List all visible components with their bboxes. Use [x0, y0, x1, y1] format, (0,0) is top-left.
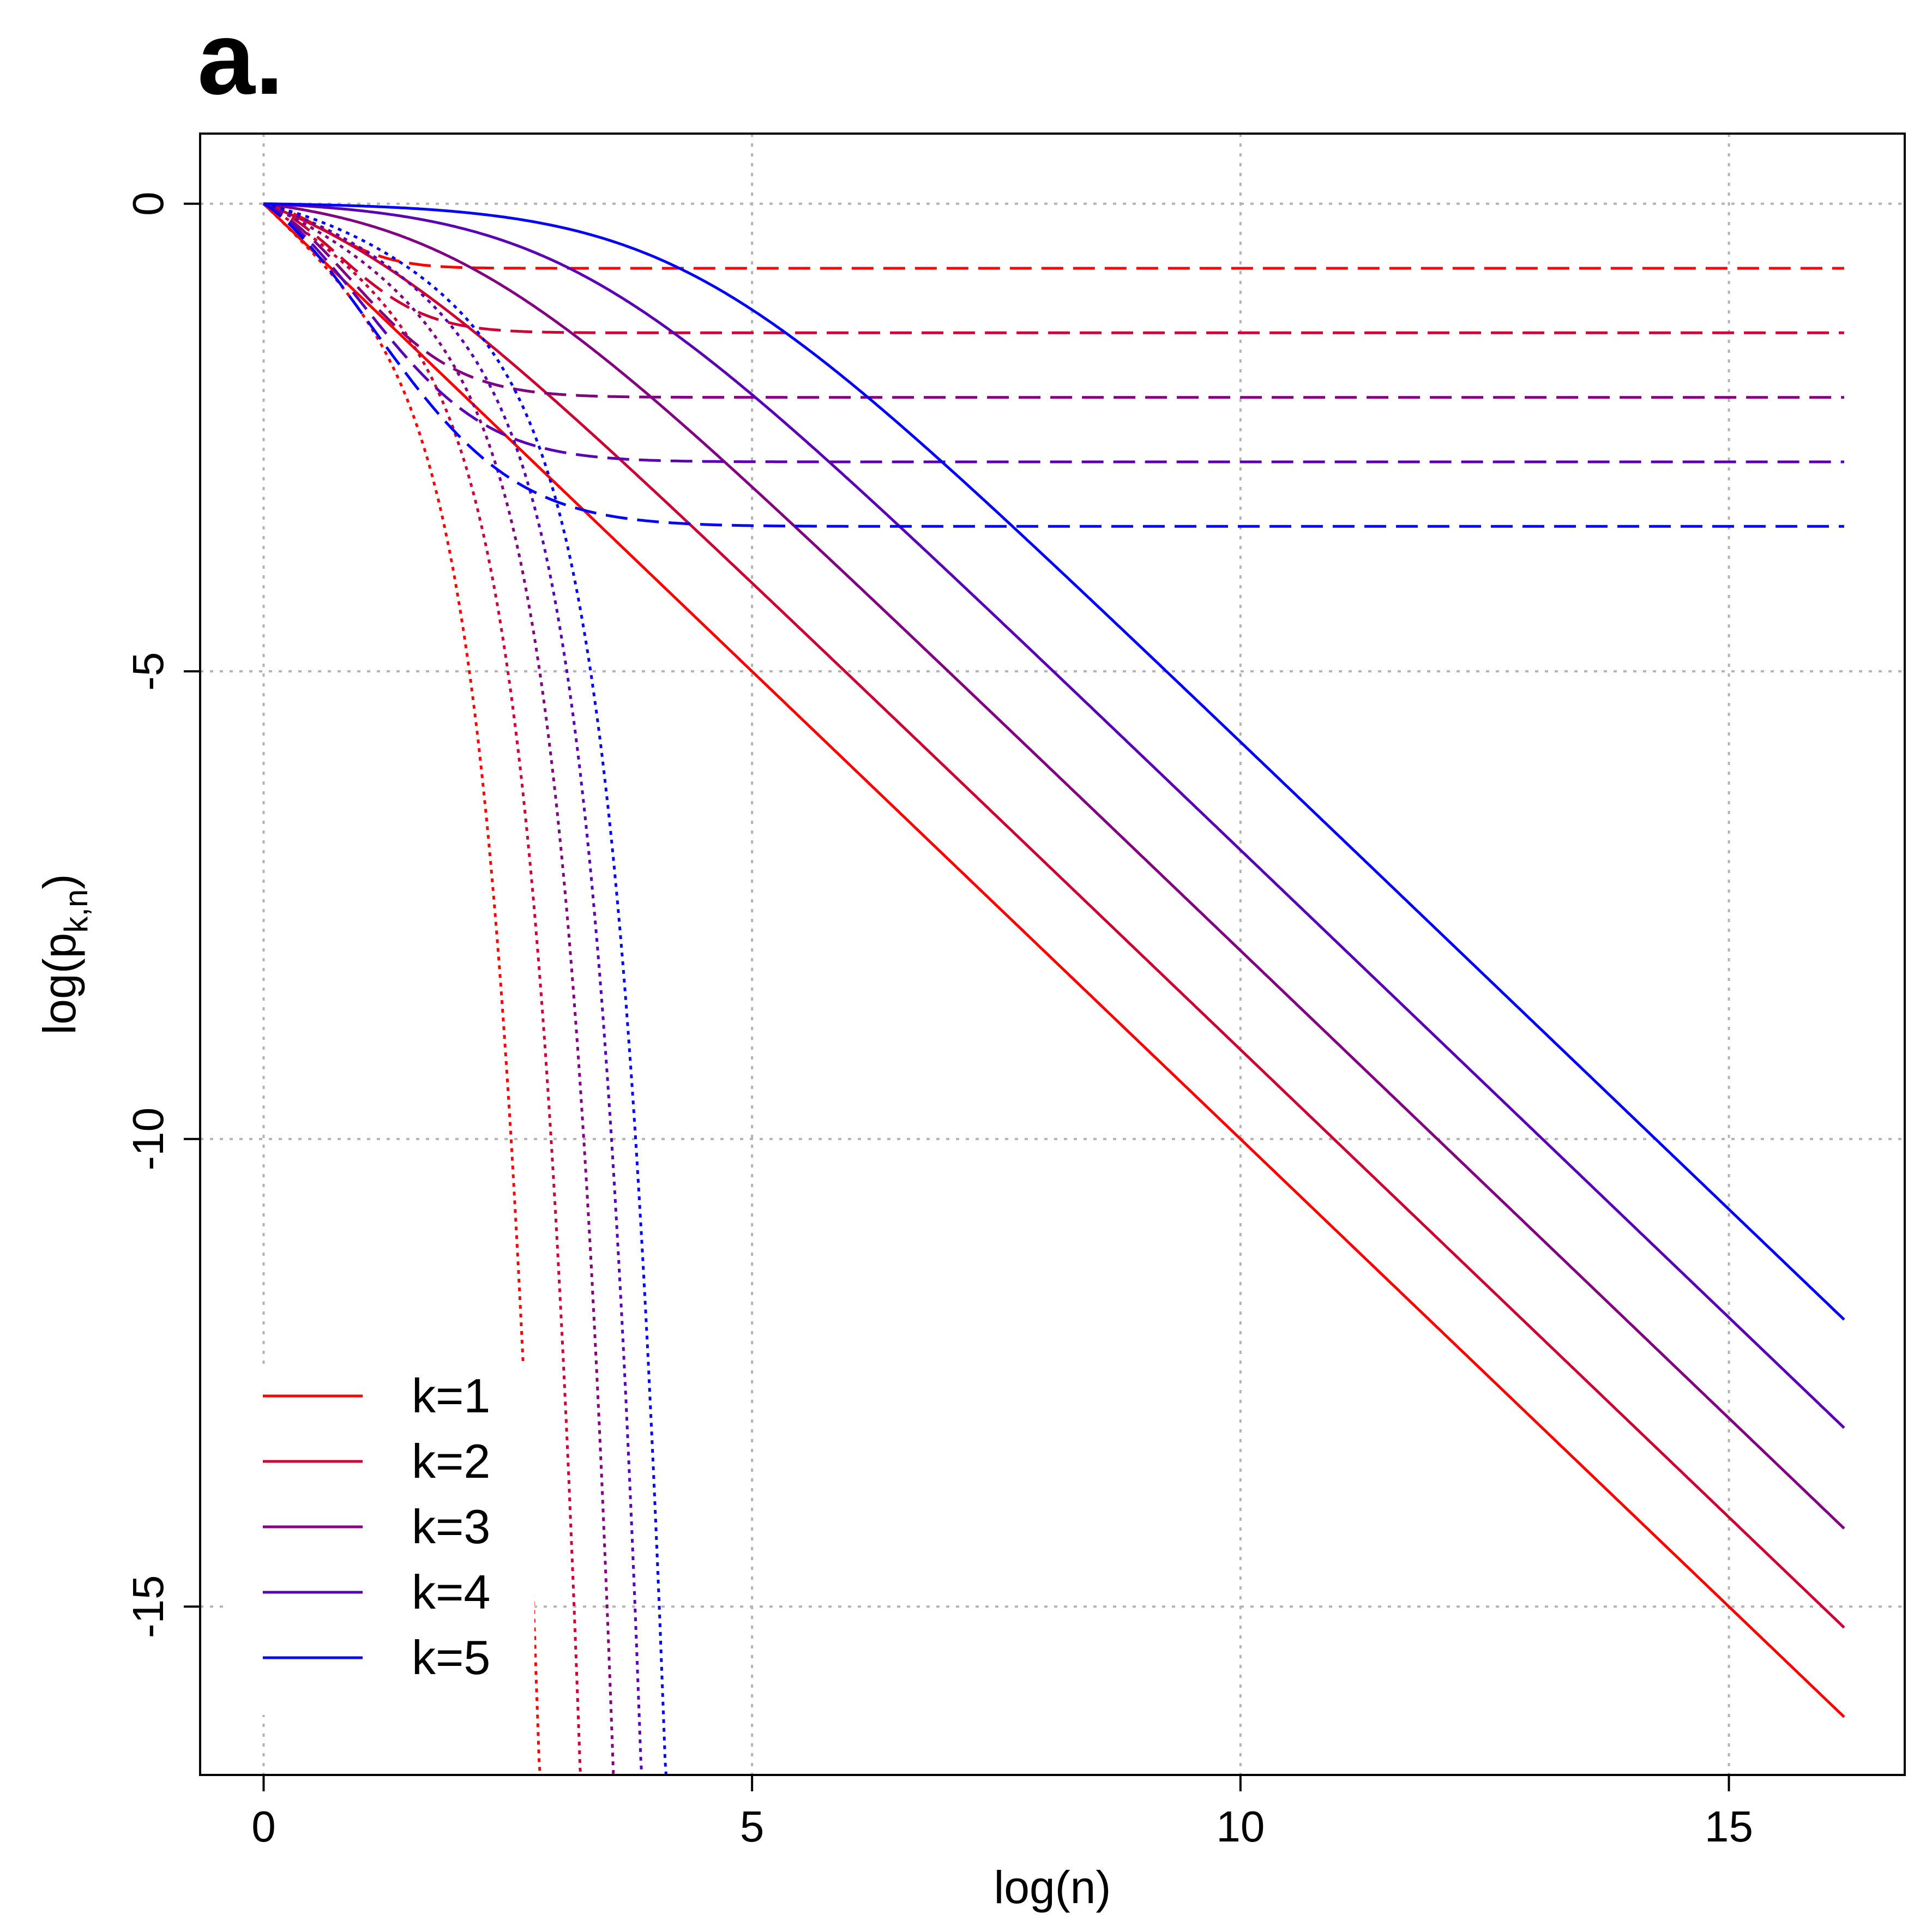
legend-label-2: k=2 — [412, 1434, 490, 1488]
series-2-dashed-line — [263, 202, 1844, 334]
series-5-dotted-line — [263, 202, 667, 1775]
axes: 0 5 10 15 0 -5 -10 -15 — [124, 191, 1753, 1851]
y-axis-title-main: log(p — [34, 933, 85, 1035]
x-axis-title: log(n) — [994, 1862, 1111, 1913]
series-2-dotted-line — [263, 202, 583, 1775]
legend-label-3: k=3 — [412, 1500, 490, 1554]
y-axis-title-subscript: k,n — [58, 889, 94, 933]
y-tick-label-2: -10 — [124, 1108, 172, 1171]
y-axis-title-close: ) — [34, 874, 85, 889]
legend-label-4: k=4 — [412, 1565, 490, 1619]
x-tick-label-2: 10 — [1216, 1802, 1265, 1851]
legend-label-1: k=1 — [412, 1369, 490, 1423]
series-4-dotted-line — [263, 202, 643, 1775]
series-3-solid-line — [263, 202, 1845, 1530]
legend-label-5: k=5 — [412, 1630, 490, 1684]
series-4-solid-line — [263, 202, 1845, 1429]
x-tick-label-0: 0 — [251, 1802, 276, 1851]
y-axis-title: log(pk,n) — [34, 874, 94, 1035]
series-5-solid-line — [263, 202, 1845, 1321]
panel-label: a. — [197, 1, 284, 116]
series-layer — [262, 202, 1845, 1776]
series-5-dashed-line — [263, 202, 1844, 528]
plot-frame — [199, 133, 1906, 1776]
series-1-dashed-line — [263, 202, 1844, 270]
legend: k=1 k=2 k=3 k=4 k=5 — [229, 1366, 534, 1715]
series-4-dashed-line — [263, 202, 1844, 464]
y-tick-label-1: -5 — [124, 652, 172, 691]
y-tick-label-3: -15 — [124, 1575, 172, 1638]
series-1-solid-line — [262, 202, 1845, 1718]
series-2-solid-line — [263, 202, 1845, 1629]
y-tick-label-0: 0 — [124, 191, 172, 216]
series-3-dashed-line — [263, 202, 1844, 399]
x-tick-label-3: 15 — [1705, 1802, 1753, 1851]
x-tick-label-1: 5 — [740, 1802, 765, 1851]
